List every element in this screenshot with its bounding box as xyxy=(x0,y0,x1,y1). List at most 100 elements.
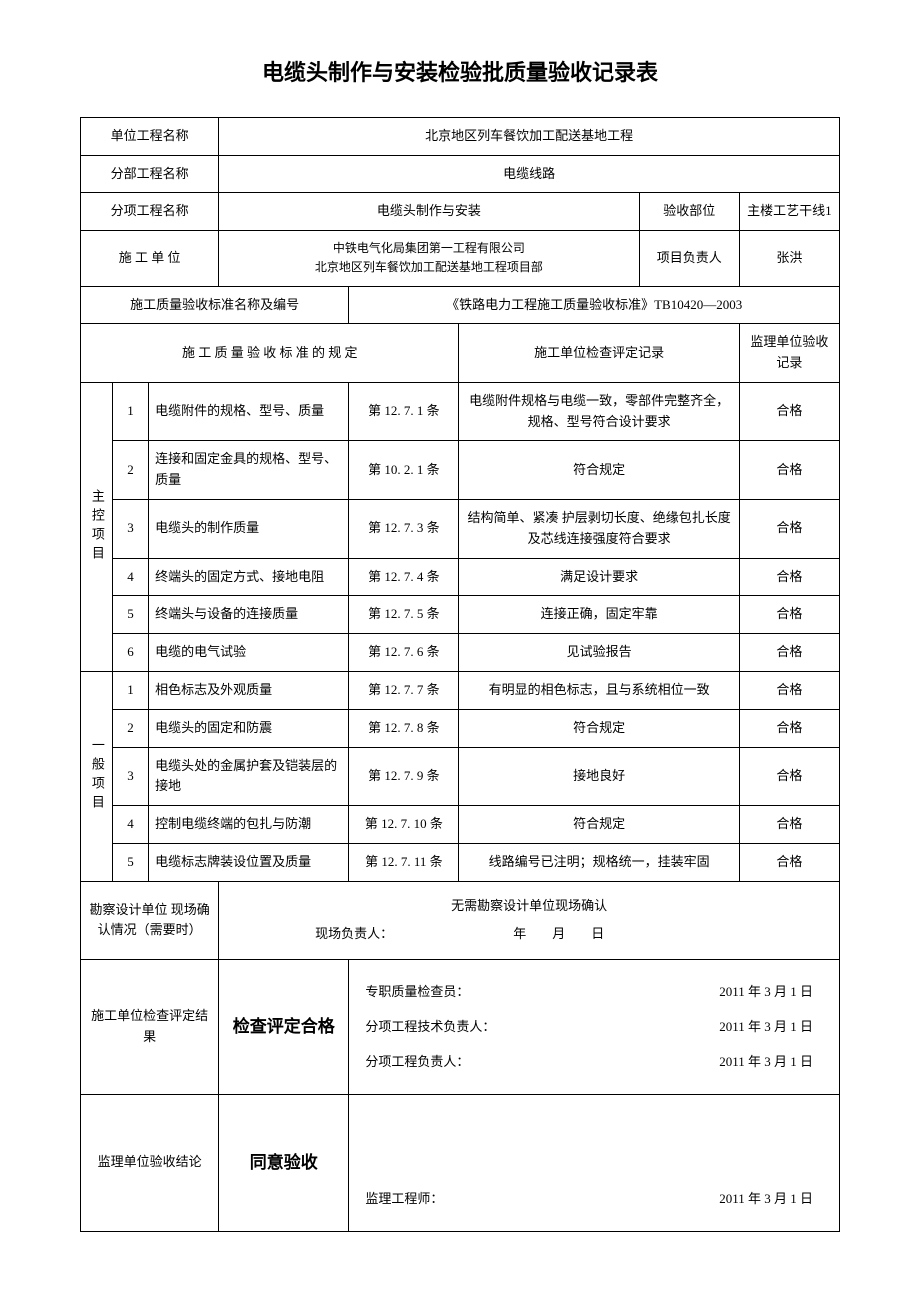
item-record: 连接正确，固定牢靠 xyxy=(459,596,739,634)
item-num: 1 xyxy=(113,382,149,441)
item-desc: 电缆头的制作质量 xyxy=(149,500,349,559)
main-table: 单位工程名称 北京地区列车餐饮加工配送基地工程 分部工程名称 电缆线路 分项工程… xyxy=(80,117,840,1232)
item-desc: 控制电缆终端的包扎与防潮 xyxy=(149,806,349,844)
main-items-group-label: 主控项目 xyxy=(81,382,113,671)
sign3-date: 2011 年 3 月 1 日 xyxy=(719,1046,823,1077)
item-result: 合格 xyxy=(739,672,839,710)
item-desc: 电缆头处的金属护套及铠装层的接地 xyxy=(149,747,349,806)
main-item-row: 4 终端头的固定方式、接地电阻 第 12. 7. 4 条 满足设计要求 合格 xyxy=(81,558,840,596)
general-item-row: 2 电缆头的固定和防震 第 12. 7. 8 条 符合规定 合格 xyxy=(81,709,840,747)
item-desc: 终端头与设备的连接质量 xyxy=(149,596,349,634)
item-record: 结构简单、紧凑 护层剥切长度、绝缘包扎长度及芯线连接强度符合要求 xyxy=(459,500,739,559)
general-item-row: 5 电缆标志牌装设位置及质量 第 12. 7. 11 条 线路编号已注明；规格统… xyxy=(81,844,840,882)
row-unit-project: 单位工程名称 北京地区列车餐饮加工配送基地工程 xyxy=(81,117,840,155)
construction-check-label: 施工单位检查评定结果 xyxy=(81,960,219,1095)
item-result: 合格 xyxy=(739,382,839,441)
sign1-date: 2011 年 3 月 1 日 xyxy=(719,976,823,1007)
unit-project-value: 北京地区列车餐饮加工配送基地工程 xyxy=(219,117,840,155)
item-num: 3 xyxy=(113,747,149,806)
item-clause: 第 12. 7. 1 条 xyxy=(349,382,459,441)
survey-content: 无需勘察设计单位现场确认 现场负责人： 年 月 日 xyxy=(219,881,840,959)
construction-check-signatures: 专职质量检查员： 2011 年 3 月 1 日 分项工程技术负责人： 2011 … xyxy=(349,960,840,1095)
item-clause: 第 12. 7. 3 条 xyxy=(349,500,459,559)
item-desc: 电缆标志牌装设位置及质量 xyxy=(149,844,349,882)
main-item-row: 3 电缆头的制作质量 第 12. 7. 3 条 结构简单、紧凑 护层剥切长度、绝… xyxy=(81,500,840,559)
item-num: 3 xyxy=(113,500,149,559)
item-record: 符合规定 xyxy=(459,806,739,844)
item-num: 4 xyxy=(113,806,149,844)
standard-name-label: 施工质量验收标准名称及编号 xyxy=(81,286,349,324)
document-container: 电缆头制作与安装检验批质量验收记录表 单位工程名称 北京地区列车餐饮加工配送基地… xyxy=(80,55,840,1232)
general-items-group-label: 一般项目 xyxy=(81,672,113,882)
row-construction-check: 施工单位检查评定结果 检查评定合格 专职质量检查员： 2011 年 3 月 1 … xyxy=(81,960,840,1095)
supervision-signer-label: 监理工程师： xyxy=(365,1183,443,1214)
standard-name-value: 《铁路电力工程施工质量验收标准》TB10420—2003 xyxy=(349,286,840,324)
item-desc: 终端头的固定方式、接地电阻 xyxy=(149,558,349,596)
item-record: 有明显的相色标志，且与系统相位一致 xyxy=(459,672,739,710)
item-num: 2 xyxy=(113,441,149,500)
item-num: 5 xyxy=(113,844,149,882)
row-item-project: 分项工程名称 电缆头制作与安装 验收部位 主楼工艺干线1 xyxy=(81,193,840,231)
item-clause: 第 12. 7. 11 条 xyxy=(349,844,459,882)
supervision-record-label: 监理单位验收记录 xyxy=(739,324,839,383)
document-title: 电缆头制作与安装检验批质量验收记录表 xyxy=(80,55,840,87)
sign2-date: 2011 年 3 月 1 日 xyxy=(719,1011,823,1042)
sign3-label: 分项工程负责人： xyxy=(365,1046,469,1077)
item-result: 合格 xyxy=(739,747,839,806)
item-num: 4 xyxy=(113,558,149,596)
project-manager-value: 张洪 xyxy=(739,231,839,286)
item-record: 符合规定 xyxy=(459,709,739,747)
supervision-signatures: 监理工程师： 2011 年 3 月 1 日 xyxy=(349,1094,840,1231)
survey-date: 年 月 日 xyxy=(513,920,604,949)
item-project-label: 分项工程名称 xyxy=(81,193,219,231)
construction-check-conclusion: 检查评定合格 xyxy=(219,960,349,1095)
item-record: 线路编号已注明；规格统一，挂装牢固 xyxy=(459,844,739,882)
supervision-label: 监理单位验收结论 xyxy=(81,1094,219,1231)
item-result: 合格 xyxy=(739,596,839,634)
item-record: 满足设计要求 xyxy=(459,558,739,596)
supervision-signer-date: 2011 年 3 月 1 日 xyxy=(719,1183,823,1214)
sub-project-value: 电缆线路 xyxy=(219,155,840,193)
item-clause: 第 12. 7. 5 条 xyxy=(349,596,459,634)
construction-unit-label: 施 工 单 位 xyxy=(81,231,219,286)
item-clause: 第 12. 7. 10 条 xyxy=(349,806,459,844)
item-result: 合格 xyxy=(739,441,839,500)
item-result: 合格 xyxy=(739,709,839,747)
item-result: 合格 xyxy=(739,500,839,559)
item-desc: 电缆头的固定和防震 xyxy=(149,709,349,747)
main-item-row: 主控项目 1 电缆附件的规格、型号、质量 第 12. 7. 1 条 电缆附件规格… xyxy=(81,382,840,441)
accept-part-label: 验收部位 xyxy=(639,193,739,231)
standard-rule-label: 施 工 质 量 验 收 标 准 的 规 定 xyxy=(81,324,459,383)
item-num: 2 xyxy=(113,709,149,747)
item-desc: 连接和固定金具的规格、型号、质量 xyxy=(149,441,349,500)
item-record: 符合规定 xyxy=(459,441,739,500)
sign1-label: 专职质量检查员： xyxy=(365,976,469,1007)
inspection-record-label: 施工单位检查评定记录 xyxy=(459,324,739,383)
sign2-label: 分项工程技术负责人： xyxy=(365,1011,495,1042)
item-project-value: 电缆头制作与安装 xyxy=(219,193,640,231)
row-sub-project: 分部工程名称 电缆线路 xyxy=(81,155,840,193)
survey-signer-label: 现场负责人： xyxy=(315,920,393,949)
item-result: 合格 xyxy=(739,844,839,882)
row-standard-name: 施工质量验收标准名称及编号 《铁路电力工程施工质量验收标准》TB10420—20… xyxy=(81,286,840,324)
item-clause: 第 12. 7. 7 条 xyxy=(349,672,459,710)
item-clause: 第 12. 7. 8 条 xyxy=(349,709,459,747)
item-result: 合格 xyxy=(739,558,839,596)
item-clause: 第 12. 7. 6 条 xyxy=(349,634,459,672)
supervision-conclusion: 同意验收 xyxy=(219,1094,349,1231)
construction-unit-value: 中铁电气化局集团第一工程有限公司北京地区列车餐饮加工配送基地工程项目部 xyxy=(219,231,640,286)
general-item-row: 3 电缆头处的金属护套及铠装层的接地 第 12. 7. 9 条 接地良好 合格 xyxy=(81,747,840,806)
item-desc: 电缆附件的规格、型号、质量 xyxy=(149,382,349,441)
general-item-row: 4 控制电缆终端的包扎与防潮 第 12. 7. 10 条 符合规定 合格 xyxy=(81,806,840,844)
item-clause: 第 12. 7. 9 条 xyxy=(349,747,459,806)
survey-label: 勘察设计单位 现场确认情况（需要时） xyxy=(81,881,219,959)
row-construction-unit: 施 工 单 位 中铁电气化局集团第一工程有限公司北京地区列车餐饮加工配送基地工程… xyxy=(81,231,840,286)
general-item-row: 一般项目 1 相色标志及外观质量 第 12. 7. 7 条 有明显的相色标志，且… xyxy=(81,672,840,710)
item-record: 接地良好 xyxy=(459,747,739,806)
row-survey: 勘察设计单位 现场确认情况（需要时） 无需勘察设计单位现场确认 现场负责人： 年… xyxy=(81,881,840,959)
row-column-headers: 施 工 质 量 验 收 标 准 的 规 定 施工单位检查评定记录 监理单位验收记… xyxy=(81,324,840,383)
item-desc: 相色标志及外观质量 xyxy=(149,672,349,710)
item-result: 合格 xyxy=(739,806,839,844)
survey-text: 无需勘察设计单位现场确认 xyxy=(235,892,823,921)
item-desc: 电缆的电气试验 xyxy=(149,634,349,672)
